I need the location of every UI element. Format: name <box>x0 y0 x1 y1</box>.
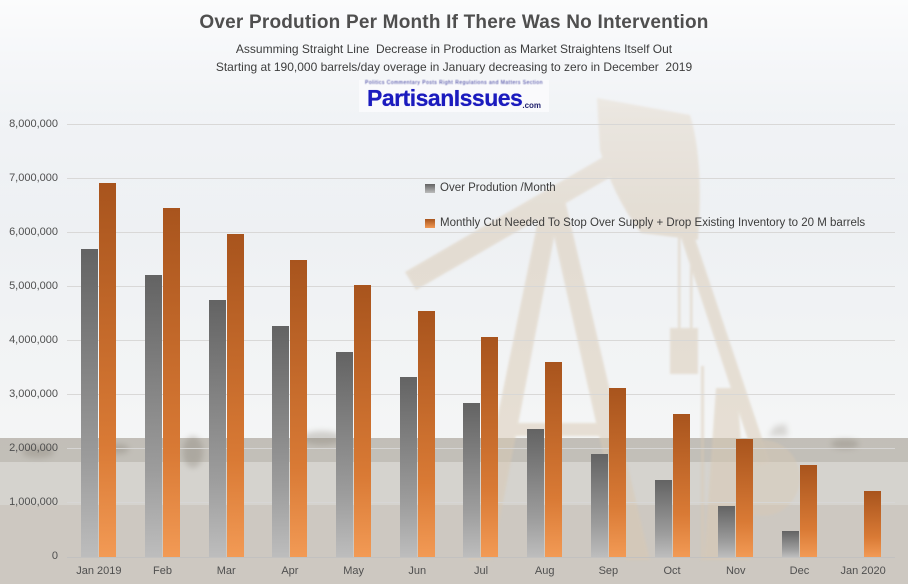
chart-subtitle-2: Starting at 190,000 barrels/day overage … <box>215 60 693 74</box>
x-axis-tick-label: Jul <box>473 565 489 577</box>
x-axis-tick-label: Mar <box>216 565 236 577</box>
gridline <box>67 178 895 179</box>
bar-group <box>131 125 195 557</box>
bar-monthly-cut <box>417 311 435 557</box>
gridline <box>67 286 895 287</box>
bar-monthly-cut <box>545 362 563 557</box>
legend-label-monthly-cut: Monthly Cut Needed To Stop Over Supply +… <box>440 217 866 229</box>
x-axis-tick-label: Sep <box>598 565 619 577</box>
x-axis-tick-label: Nov <box>725 565 746 577</box>
bar-overproduction <box>336 352 354 557</box>
bar-monthly-cut <box>799 465 817 557</box>
bar-group <box>577 125 641 557</box>
bar-group <box>768 125 832 557</box>
x-axis-tick-label: Oct <box>663 565 681 577</box>
bar-overproduction <box>781 531 799 557</box>
gridline <box>67 340 895 341</box>
bar-group <box>258 125 322 557</box>
bar-group <box>640 125 704 557</box>
x-axis-tick-label: Dec <box>789 565 810 577</box>
bar-monthly-cut <box>354 285 372 557</box>
x-axis-tick-label: Jun <box>408 565 427 577</box>
bar-overproduction <box>399 377 417 557</box>
y-axis-tick-label: 0 <box>51 550 58 562</box>
legend: Over Prodution /Month Monthly Cut Needed… <box>425 182 865 252</box>
y-axis-tick-label: 4,000,000 <box>9 334 58 346</box>
x-axis-tick-label: Feb <box>153 565 173 577</box>
bar-group <box>831 125 895 557</box>
y-axis-tick-label: 8,000,000 <box>9 118 58 130</box>
y-axis-tick-label: 6,000,000 <box>9 226 58 238</box>
bar-monthly-cut <box>481 337 499 557</box>
legend-item-monthly-cut: Monthly Cut Needed To Stop Over Supply +… <box>425 217 865 229</box>
legend-marker-gray <box>425 183 435 193</box>
x-axis-tick-label: Aug <box>534 565 555 577</box>
bar-overproduction <box>272 326 290 557</box>
y-axis-tick-label: 3,000,000 <box>9 388 58 400</box>
legend-item-overproduction: Over Prodution /Month <box>425 182 865 194</box>
bar-monthly-cut <box>226 234 244 557</box>
bar-group <box>704 125 768 557</box>
y-axis-tick-label: 7,000,000 <box>9 172 58 184</box>
gridline <box>67 232 895 233</box>
bar-overproduction <box>590 454 608 557</box>
bar-group <box>194 125 258 557</box>
gridline <box>67 124 895 125</box>
logo-wordcloud: Politics Commentary Posts Right Regulati… <box>365 80 543 86</box>
partisanissues-logo[interactable]: Politics Commentary Posts Right Regulati… <box>359 80 549 112</box>
x-axis-tick-label: May <box>343 565 364 577</box>
plot-area <box>67 124 895 558</box>
bar-overproduction <box>654 480 672 557</box>
bar-group <box>67 125 131 557</box>
bar-group <box>385 125 449 557</box>
y-axis-tick-label: 2,000,000 <box>9 442 58 454</box>
bar-monthly-cut <box>672 414 690 557</box>
logo-tld: .com <box>522 101 542 110</box>
bar-overproduction <box>527 429 545 557</box>
bar-overproduction <box>81 249 99 557</box>
logo-wordmark: PartisanIssues <box>366 85 523 111</box>
bar-monthly-cut <box>608 388 626 557</box>
gridline <box>67 394 895 395</box>
bar-overproduction <box>145 275 163 557</box>
bar-overproduction <box>718 506 736 557</box>
bar-monthly-cut <box>863 491 881 557</box>
y-axis-tick-label: 1,000,000 <box>9 496 58 508</box>
bar-group <box>513 125 577 557</box>
bar-group <box>322 125 386 557</box>
gridline <box>67 448 895 449</box>
bar-monthly-cut <box>99 183 117 557</box>
x-axis-tick-label: Apr <box>281 565 299 577</box>
y-axis-tick-label: 5,000,000 <box>9 280 58 292</box>
bar-overproduction <box>208 300 226 557</box>
bar-monthly-cut <box>736 439 754 557</box>
chart-title: Over Prodution Per Month If There Was No… <box>199 12 709 33</box>
legend-label-overproduction: Over Prodution /Month <box>440 182 556 194</box>
bar-overproduction <box>463 403 481 557</box>
gridline <box>67 502 895 503</box>
chart-subtitle-1: Assumming Straight Line Decrease in Prod… <box>235 42 673 56</box>
bar-monthly-cut <box>163 208 181 557</box>
x-axis-tick-label: Jan 2020 <box>840 565 886 577</box>
bar-group <box>449 125 513 557</box>
x-axis-tick-label: Jan 2019 <box>76 565 122 577</box>
legend-marker-orange <box>425 218 435 228</box>
bar-monthly-cut <box>290 260 308 557</box>
